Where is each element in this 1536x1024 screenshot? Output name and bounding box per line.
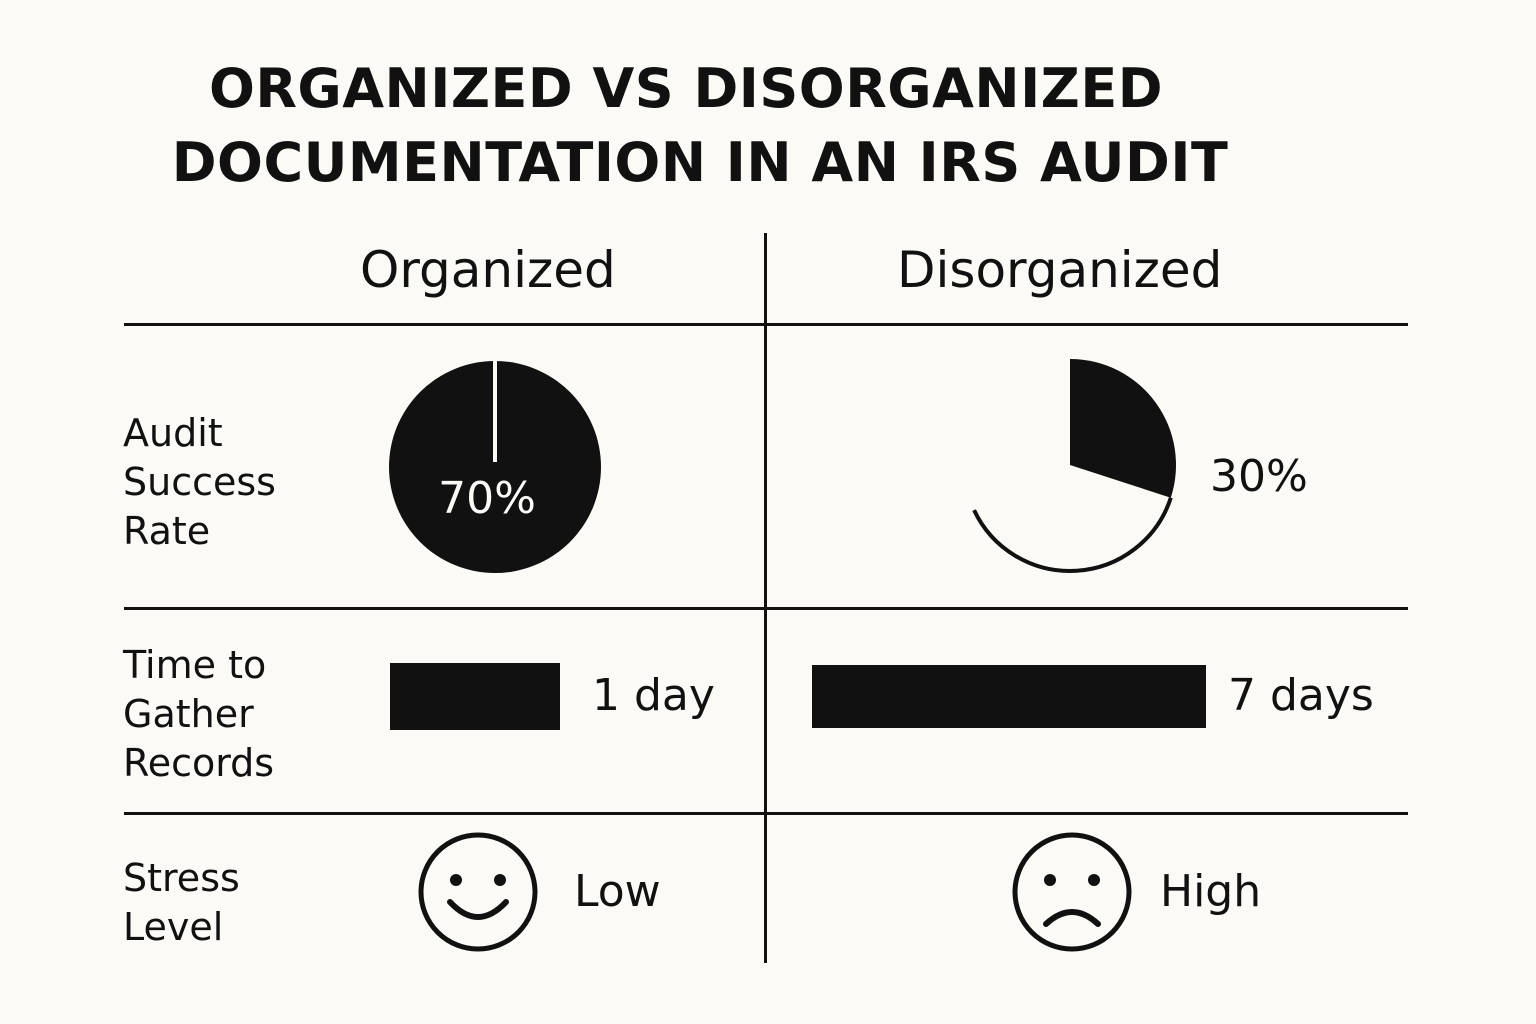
disorganized-stress-value: High bbox=[1160, 866, 1262, 917]
column-header-disorganized: Disorganized bbox=[897, 241, 1223, 299]
disorganized-success-value: 30% bbox=[1210, 451, 1308, 502]
column-divider bbox=[764, 233, 767, 963]
header-divider bbox=[124, 323, 1408, 326]
row-divider-1 bbox=[124, 607, 1408, 610]
title-line-2: DOCUMENTATION IN AN IRS AUDIT bbox=[171, 131, 1229, 194]
pie-organized-value-label: 70% bbox=[438, 473, 536, 524]
column-header-organized: Organized bbox=[360, 241, 616, 299]
row-divider-2 bbox=[124, 812, 1408, 815]
pie-organized-disc bbox=[389, 361, 601, 573]
frowning-face-icon bbox=[1012, 832, 1132, 952]
pie-disorganized-filled-slice bbox=[1070, 359, 1176, 498]
title-line-1: ORGANIZED VS DISORGANIZED bbox=[208, 57, 1164, 120]
organized-days-value: 1 day bbox=[592, 670, 715, 721]
organized-stress-value: Low bbox=[574, 866, 661, 917]
bar-disorganized-days bbox=[812, 665, 1206, 728]
disorganized-days-value: 7 days bbox=[1228, 670, 1374, 721]
row-label-stress-level: Stress Level bbox=[123, 856, 240, 949]
row-label-audit-success-rate: Audit Success Rate bbox=[123, 411, 276, 553]
bar-organized-days bbox=[390, 663, 560, 730]
smiley-face-icon bbox=[418, 832, 538, 952]
pie-disorganized-outline-arc bbox=[972, 497, 1173, 573]
row-label-time-to-gather: Time to Gather Records bbox=[123, 643, 275, 785]
